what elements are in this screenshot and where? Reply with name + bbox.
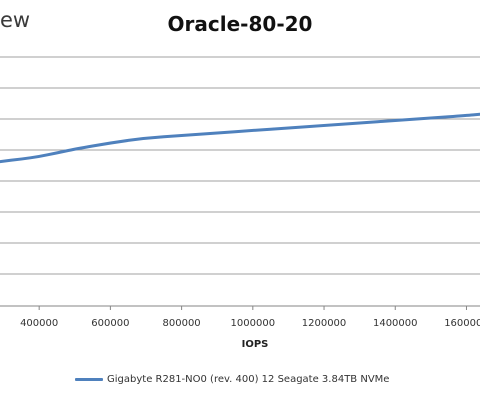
legend-swatch [75, 378, 103, 381]
x-tick-label: 400000 [20, 318, 58, 329]
x-tick-label: 1400000 [373, 318, 418, 329]
chart-title: Oracle-80-20 [167, 12, 313, 36]
x-axis [0, 305, 480, 310]
x-tick-label: 800000 [163, 318, 201, 329]
x-tick-label: 600000 [91, 318, 129, 329]
gridlines [0, 56, 480, 275]
x-tick-label: 1200000 [302, 318, 347, 329]
x-tick-label: 1600000 [444, 318, 480, 329]
x-axis-title: IOPS [242, 339, 269, 350]
series-line [0, 112, 480, 164]
x-tick-labels: 400000 600000 800000 1000000 1200000 1400000 1… [20, 318, 480, 329]
legend-label: Gigabyte R281-NO0 (rev. 400) 12 Seagate … [107, 374, 390, 385]
x-tick-label: 1000000 [231, 318, 276, 329]
legend: Gigabyte R281-NO0 (rev. 400) 12 Seagate … [75, 374, 389, 385]
logo-fragment: ew [0, 8, 31, 32]
series-group [0, 112, 480, 164]
